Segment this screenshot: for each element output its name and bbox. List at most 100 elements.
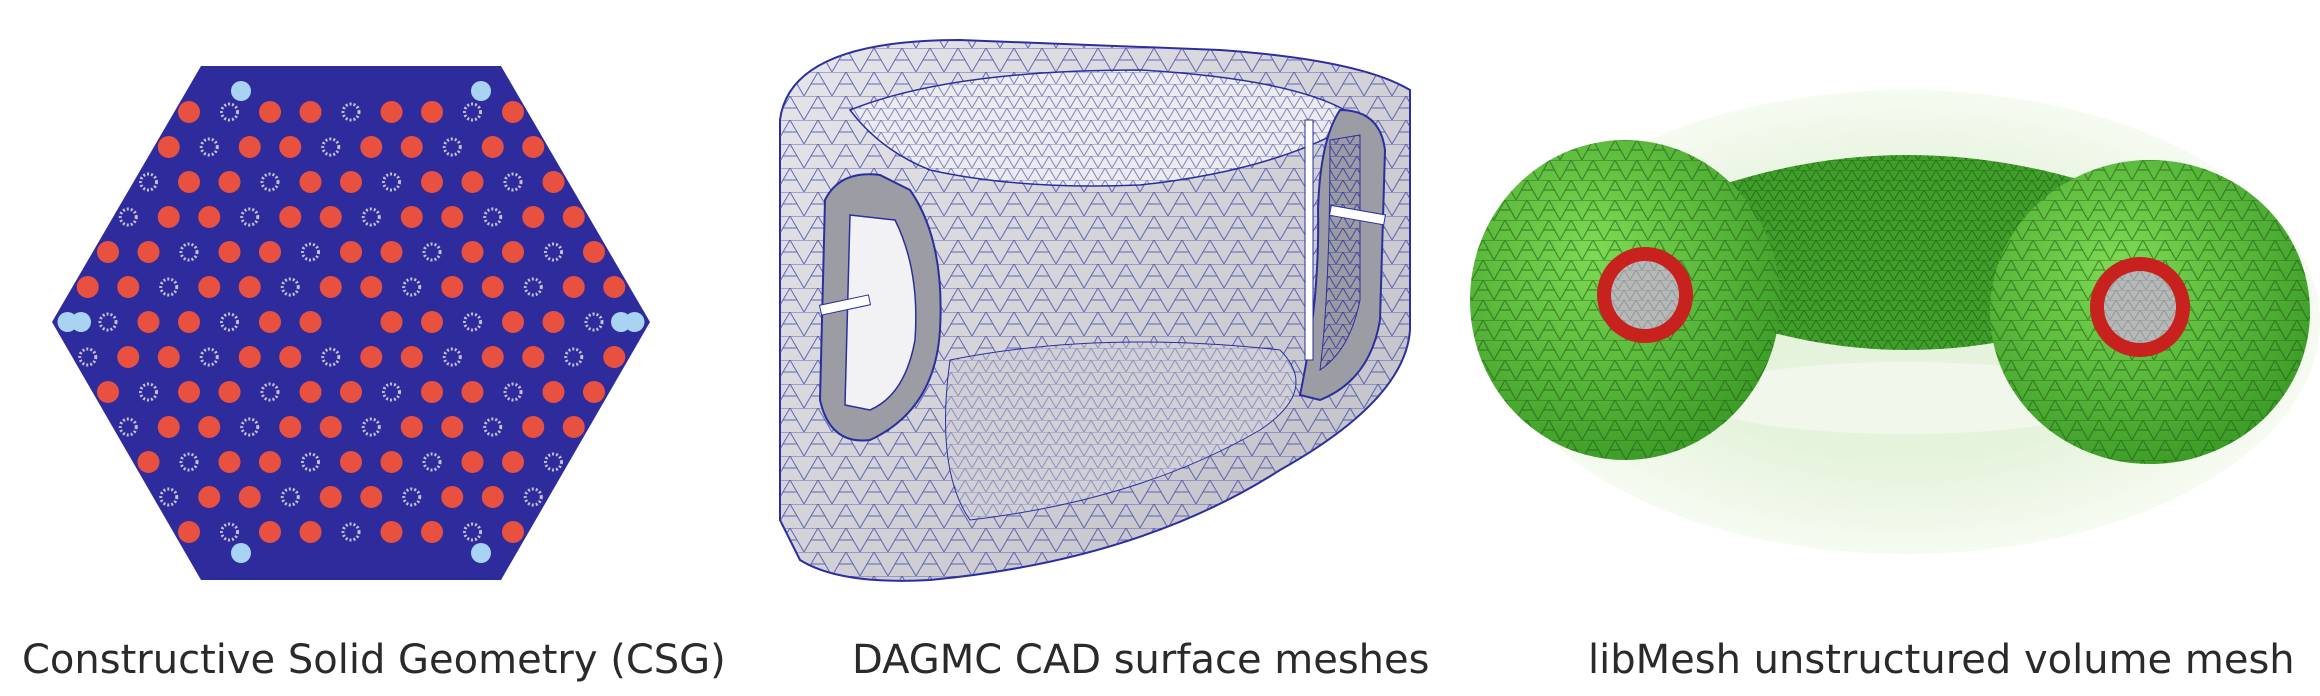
- burnable-cluster: [240, 417, 260, 437]
- burnable-cluster: [483, 207, 503, 227]
- burnable-cluster: [544, 452, 563, 472]
- fuel-pin: [502, 101, 524, 123]
- fuel-pin: [542, 381, 565, 403]
- fuel-pin: [178, 381, 200, 403]
- fuel-pin: [441, 486, 464, 508]
- fuel-pin: [218, 171, 241, 193]
- fuel-pin: [157, 416, 180, 438]
- fuel-pin: [198, 206, 221, 228]
- guide-tube: [231, 543, 251, 563]
- fuel-pin: [481, 276, 504, 298]
- burnable-cluster: [98, 312, 118, 332]
- burnable-cluster: [382, 172, 401, 192]
- fuel-pin: [380, 311, 403, 333]
- fuel-pin: [198, 416, 221, 438]
- caption-libmesh: libMesh unstructured volume mesh: [1588, 637, 2295, 683]
- fuel-pin: [238, 486, 261, 508]
- fuel-pin: [117, 276, 140, 298]
- fuel-pin: [137, 241, 160, 263]
- fuel-pin: [279, 346, 302, 368]
- burnable-cluster: [280, 277, 300, 297]
- csg-panel: Constructive Solid Geometry (CSG): [0, 0, 726, 696]
- fuel-pin: [340, 381, 362, 403]
- fuel-pin: [299, 381, 322, 403]
- fuel-pin: [279, 136, 302, 158]
- burnable-cluster: [361, 417, 381, 437]
- fuel-pin: [421, 101, 443, 123]
- fuel-pin: [218, 241, 241, 263]
- fuel-pin: [178, 101, 200, 123]
- fuel-pin: [137, 311, 160, 333]
- burnable-cluster: [159, 487, 179, 507]
- fuel-pin: [481, 346, 504, 368]
- fuel-pin: [299, 101, 322, 123]
- fuel-pin: [218, 451, 241, 473]
- fuel-pin: [421, 311, 443, 333]
- fuel-pin: [522, 416, 545, 438]
- pin-lattice: [57, 81, 645, 563]
- fuel-pin: [502, 311, 524, 333]
- fuel-pin: [238, 276, 261, 298]
- fuel-pin: [562, 416, 585, 438]
- guide-tube: [471, 543, 491, 563]
- burnable-cluster: [341, 102, 361, 122]
- fuel-pin: [380, 241, 403, 263]
- dagmc-panel: DAGMC CAD surface meshes: [720, 0, 1480, 696]
- caption-dagmc: DAGMC CAD surface meshes: [852, 637, 1430, 683]
- fuel-pin: [259, 521, 281, 543]
- fuel-pin: [238, 136, 261, 158]
- fuel-pin: [583, 381, 605, 403]
- burnable-cluster: [199, 137, 219, 157]
- fuel-pin: [279, 206, 302, 228]
- burnable-cluster: [118, 207, 138, 227]
- burnable-cluster: [544, 242, 563, 262]
- fuel-pin: [319, 276, 342, 298]
- fuel-pin: [603, 346, 626, 368]
- fuel-pin: [481, 136, 504, 158]
- burnable-cluster: [240, 207, 260, 227]
- fuel-pin: [259, 311, 281, 333]
- fuel-pin: [238, 346, 261, 368]
- fuel-pin: [178, 171, 200, 193]
- fuel-pin: [441, 276, 464, 298]
- fuel-pin: [319, 486, 342, 508]
- burnable-cluster: [422, 242, 442, 262]
- fuel-pin: [583, 241, 605, 263]
- dagmc-cad-surface-mesh-image: [779, 38, 1411, 582]
- burnable-cluster: [321, 137, 341, 157]
- burnable-cluster: [179, 242, 199, 262]
- hexagon-boundary: [52, 66, 650, 580]
- fuel-pin: [340, 451, 362, 473]
- fuel-pin: [279, 416, 302, 438]
- fuel-pin: [360, 136, 383, 158]
- fuel-pin: [562, 276, 585, 298]
- burnable-cluster: [139, 382, 158, 402]
- burnable-cluster: [280, 487, 300, 507]
- fuel-pin: [117, 346, 140, 368]
- fuel-pin: [259, 451, 281, 473]
- fuel-pin: [340, 241, 362, 263]
- fuel-pin: [76, 276, 99, 298]
- burnable-cluster: [159, 277, 179, 297]
- fuel-pin: [502, 451, 524, 473]
- burnable-cluster: [139, 172, 158, 192]
- fuel-pin: [299, 171, 322, 193]
- fuel-pin: [481, 486, 504, 508]
- burnable-cluster: [442, 347, 462, 367]
- burnable-cluster: [402, 277, 422, 297]
- fuel-pin: [461, 241, 484, 263]
- burnable-cluster: [503, 172, 523, 192]
- fuel-pin: [522, 346, 545, 368]
- burnable-cluster: [584, 312, 604, 332]
- fuel-pin: [299, 311, 322, 333]
- fuel-pin: [461, 171, 484, 193]
- burnable-cluster: [220, 312, 239, 332]
- libmesh-torus-mesh-image: [1470, 90, 2320, 554]
- fuel-pin: [97, 381, 119, 403]
- burnable-cluster: [442, 137, 462, 157]
- guide-tube: [471, 81, 491, 101]
- fuel-pin: [522, 206, 545, 228]
- fuel-pin: [421, 381, 443, 403]
- fuel-pin: [542, 171, 565, 193]
- burnable-cluster: [463, 102, 482, 122]
